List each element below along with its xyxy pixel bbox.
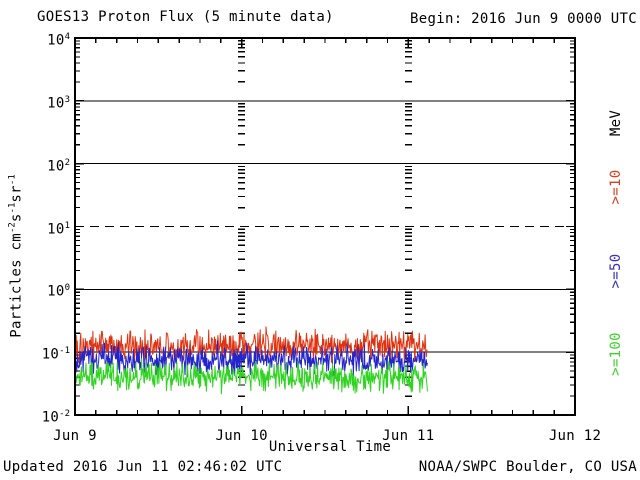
y-tick-label: 103 bbox=[47, 94, 70, 112]
legend-ge10: >=10 bbox=[608, 169, 624, 205]
legend-ge50: >=50 bbox=[608, 253, 624, 289]
y-tick-label: 102 bbox=[47, 157, 70, 175]
x-tick-label: Jun 10 bbox=[215, 428, 268, 444]
x-axis-label: Universal Time bbox=[268, 439, 392, 455]
gridlines bbox=[75, 100, 575, 353]
y-tick-label: 10-2 bbox=[41, 409, 70, 426]
series-line-0 bbox=[74, 326, 428, 365]
legend-ge100: >=100 bbox=[608, 332, 624, 376]
series-line-1 bbox=[74, 340, 428, 378]
legend-mev: MeV bbox=[608, 109, 624, 137]
y-axis-label: Particles cm-2s-1sr-1 bbox=[7, 174, 25, 338]
source-credit: NOAA/SWPC Boulder, CO USA bbox=[418, 459, 637, 475]
x-tick-label: Jun 12 bbox=[548, 428, 602, 444]
y-tick-label: 10-1 bbox=[41, 346, 70, 363]
chart-title: GOES13 Proton Flux (5 minute data) bbox=[37, 9, 334, 25]
series-line-2 bbox=[74, 358, 428, 395]
y-tick-label: 104 bbox=[47, 32, 70, 49]
y-tick-label: 100 bbox=[47, 283, 70, 300]
plot-border bbox=[74, 37, 576, 416]
updated-timestamp: Updated 2016 Jun 11 02:46:02 UTC bbox=[3, 459, 283, 475]
x-tick-label: Jun 9 bbox=[53, 428, 97, 444]
begin-timestamp: Begin: 2016 Jun 9 0000 UTC bbox=[410, 11, 637, 27]
x-tick-label: Jun 11 bbox=[382, 428, 435, 444]
y-tick-label: 101 bbox=[47, 220, 70, 238]
